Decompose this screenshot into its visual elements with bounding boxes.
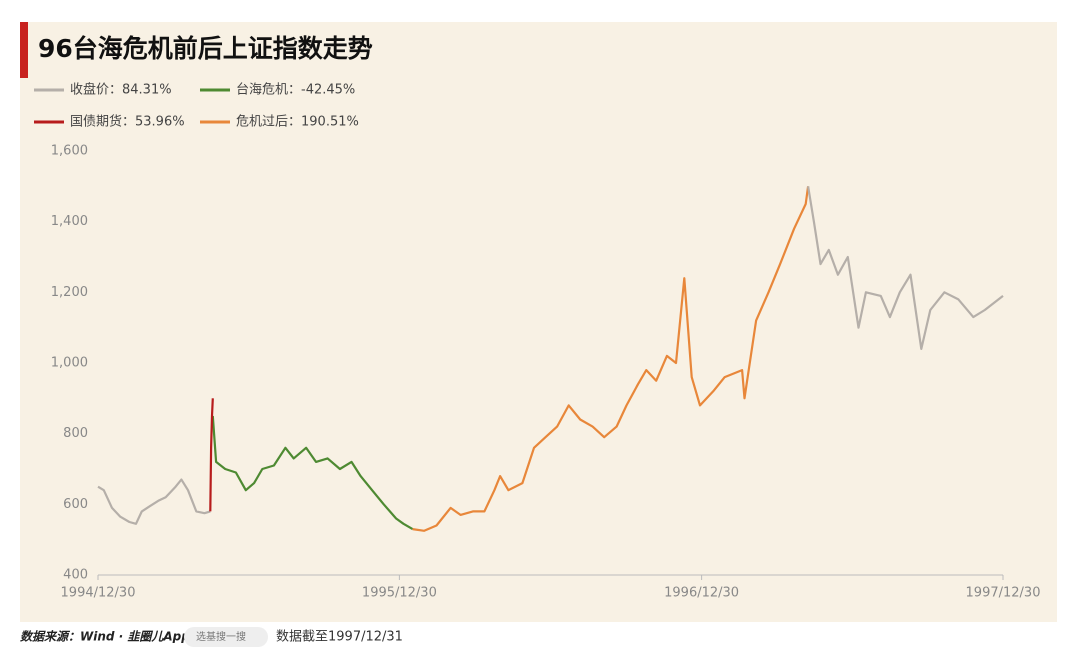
legend-label: 收盘价：84.31% (70, 82, 172, 98)
series-line (209, 398, 214, 512)
panel (20, 22, 1057, 622)
as-of: 数据截至1997/12/31 (276, 630, 403, 645)
title-bar (20, 22, 28, 78)
x-tick-label: 1995/12/30 (362, 586, 437, 601)
series-line (412, 186, 810, 532)
series-line (97, 478, 211, 525)
y-tick-label: 1,400 (51, 214, 88, 229)
y-tick-label: 1,000 (51, 356, 88, 371)
y-tick-label: 400 (63, 568, 88, 583)
search-text[interactable]: 选基搜一搜 (196, 630, 246, 643)
legend-label: 台海危机：-42.45% (236, 83, 355, 98)
y-tick-label: 1,600 (51, 144, 88, 159)
y-tick-label: 600 (63, 497, 88, 512)
search-box[interactable] (184, 627, 268, 647)
y-tick-label: 1,200 (51, 285, 88, 300)
y-tick-label: 800 (63, 426, 88, 441)
series-line (807, 186, 1004, 350)
chart-title: 96台海危机前后上证指数走势 (38, 34, 373, 63)
x-tick-label: 1996/12/30 (664, 586, 739, 601)
legend-label: 国债期货：53.96% (70, 114, 185, 130)
x-tick-label: 1994/12/30 (61, 586, 136, 601)
source: 数据来源：Wind · 韭圈儿App (20, 630, 190, 644)
series-line (211, 415, 414, 531)
x-tick-label: 1997/12/30 (966, 586, 1041, 601)
legend-label: 危机过后：190.51% (236, 115, 359, 130)
